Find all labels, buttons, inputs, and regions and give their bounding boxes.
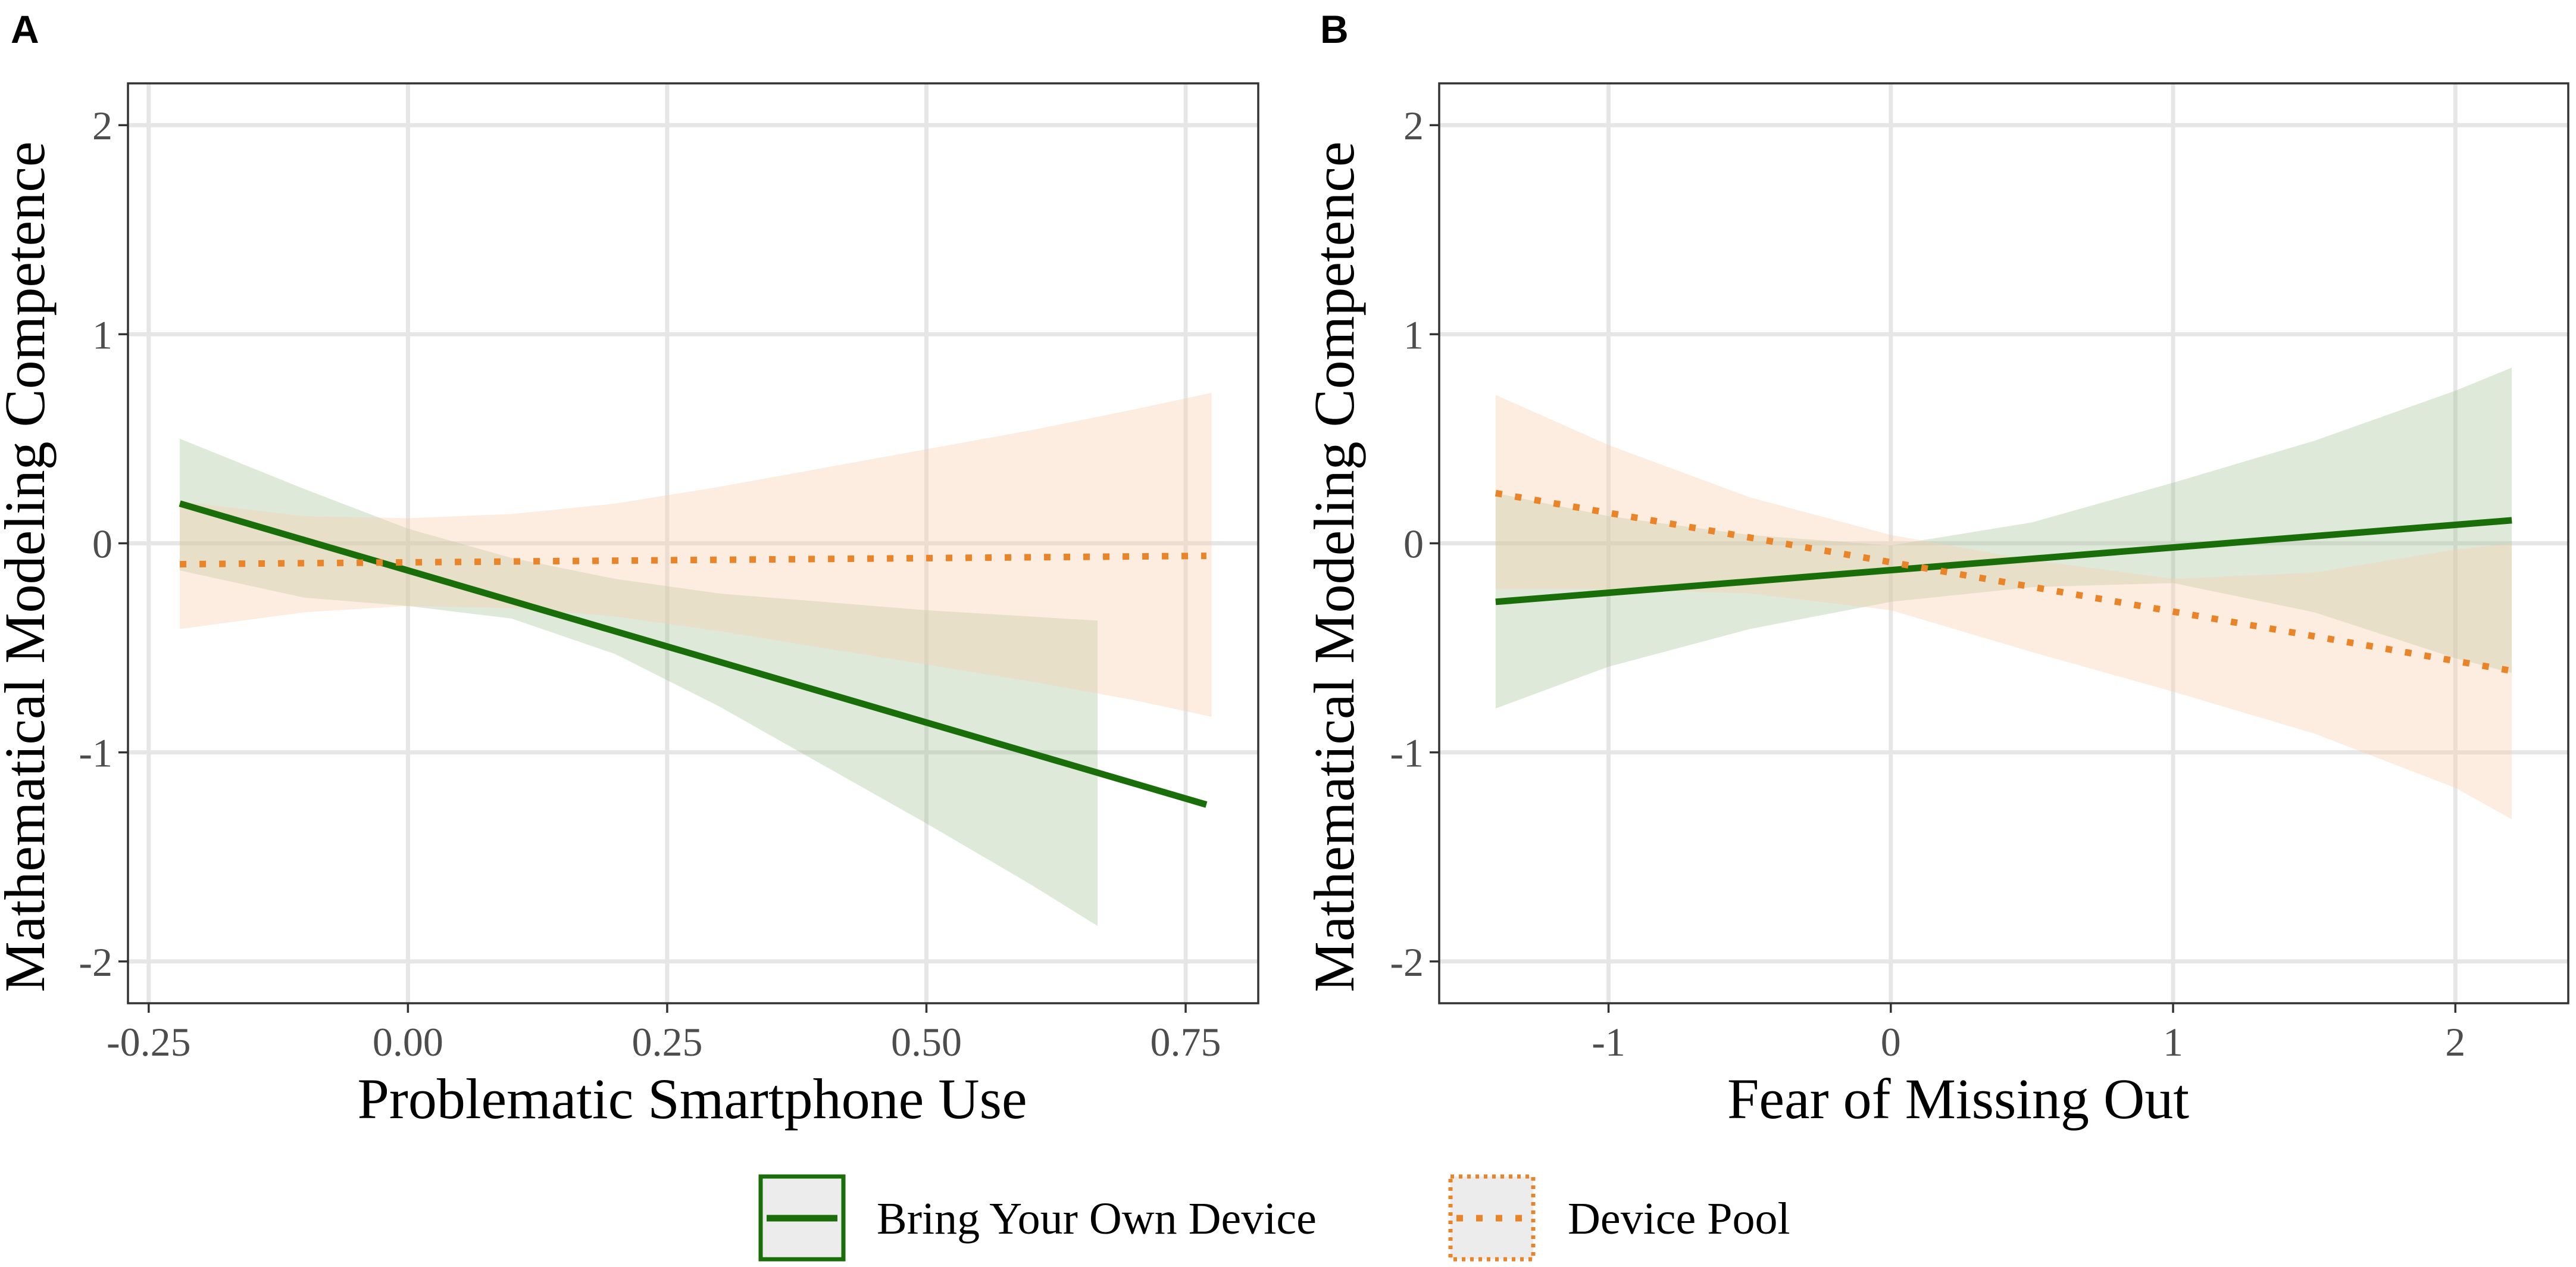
panel-b-y-tick-label: -1 [1390,731,1424,776]
panel-b-y-axis-title: Mathematical Modeling Competence [1302,142,1366,993]
panel-a-gridlines [128,83,1258,1003]
panel-a-ticks: -0.25 0.00 0.25 0.50 0.75 2 1 0 -1 -2 [79,103,1221,1065]
legend: Bring Your Own Device Device Pool [758,1174,1790,1262]
legend-item-byod: Bring Your Own Device [758,1174,1317,1262]
panel-a-ribbon-device-pool [180,392,1212,717]
panel-b-y-tick-label: -2 [1390,940,1424,985]
panel-b: B -1 0 1 2 2 1 0 -1 -2 Fear of Missing Out Mathe… [1302,7,2569,1131]
panel-b-x-tick-label: -1 [1592,1019,1625,1065]
panel-a-x-tick-label: 0.50 [891,1019,962,1065]
panel-a-y-tick-label: -1 [79,731,112,776]
panel-letter-a: A [11,7,39,51]
panel-a-line-device-pool [180,553,1206,568]
panel-b-x-axis-title: Fear of Missing Out [1727,1067,2189,1131]
panel-a-y-tick-label: 0 [92,522,112,567]
panel-b-ticks: -1 0 1 2 2 1 0 -1 -2 [1390,103,2465,1065]
panel-b-gridlines [1439,83,2568,1003]
panel-a-y-tick-label: 1 [92,312,112,357]
panel-a-y-tick-label: 2 [92,103,112,148]
panel-b-x-tick-label: 2 [2445,1019,2465,1065]
panel-a: A -0.25 0.00 0.25 0.50 0.75 2 1 0 -1 -2 Problemat… [0,7,1259,1131]
panel-b-ribbon-device-pool [1495,395,2512,819]
legend-item-device-pool: Device Pool [1448,1174,1790,1262]
panel-b-series-lines [1495,489,2513,675]
panel-a-x-tick-label: 0.25 [632,1019,702,1065]
panel-b-line-device-pool [1495,489,2513,675]
panel-b-ribbon-byod [1495,367,2512,709]
panel-a-series-lines [179,500,1208,808]
panel-b-y-tick-label: 0 [1403,522,1424,567]
panel-b-ribbons [1495,367,2512,819]
panel-a-ribbon-byod [180,438,1098,926]
panel-b-y-tick-label: 1 [1403,312,1424,357]
legend-label-device-pool: Device Pool [1568,1194,1790,1244]
panel-a-x-axis-title: Problematic Smartphone Use [357,1067,1027,1131]
panel-a-x-tick-label: -0.25 [107,1019,191,1065]
panel-a-ribbons [180,392,1212,926]
panel-a-x-tick-label: 0.00 [373,1019,443,1065]
panel-a-y-axis-title: Mathematical Modeling Competence [0,142,57,993]
panel-b-x-tick-label: 1 [2163,1019,2183,1065]
panel-a-x-tick-label: 0.75 [1151,1019,1221,1065]
legend-label-byod: Bring Your Own Device [877,1194,1317,1244]
panel-letter-b: B [1320,7,1349,51]
panel-b-line-byod [1495,517,2512,606]
panel-b-y-tick-label: 2 [1403,103,1424,148]
panel-a-y-tick-label: -2 [79,940,112,985]
panel-b-x-tick-label: 0 [1881,1019,1901,1065]
panel-a-line-byod [179,500,1208,808]
